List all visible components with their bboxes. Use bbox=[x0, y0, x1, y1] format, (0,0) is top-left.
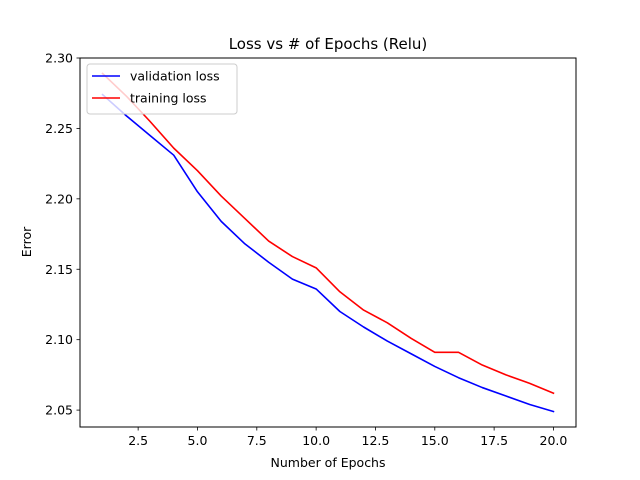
y-tick-label: 2.30 bbox=[45, 51, 73, 66]
y-axis-label: Error bbox=[19, 226, 34, 257]
x-tick-label: 7.5 bbox=[247, 433, 267, 448]
x-axis: 2.5 5.0 7.5 10.0 12.5 15.0 17.5 20.0 bbox=[128, 427, 567, 448]
x-tick-label: 12.5 bbox=[362, 433, 390, 448]
y-axis: 2.05 2.10 2.15 2.20 2.25 2.30 bbox=[45, 51, 80, 418]
x-tick-label: 15.0 bbox=[421, 433, 449, 448]
y-tick-label: 2.20 bbox=[45, 191, 73, 206]
y-tick-label: 2.25 bbox=[45, 121, 73, 136]
series-line-validation-loss bbox=[101, 93, 555, 413]
y-tick-label: 2.10 bbox=[45, 332, 73, 347]
x-axis-label: Number of Epochs bbox=[271, 455, 386, 470]
x-tick-label: 2.5 bbox=[128, 433, 148, 448]
series-line-training-loss bbox=[101, 72, 555, 395]
legend-box bbox=[86, 63, 238, 115]
x-tick-label: 10.0 bbox=[302, 433, 330, 448]
legend-entry-label: training loss bbox=[130, 91, 207, 106]
x-tick-label: 20.0 bbox=[540, 433, 568, 448]
legend: validation loss training loss bbox=[86, 63, 238, 115]
x-tick-label: 17.5 bbox=[480, 433, 508, 448]
legend-entry-label: validation loss bbox=[130, 69, 220, 84]
y-tick-label: 2.15 bbox=[45, 262, 73, 277]
x-tick-label: 5.0 bbox=[188, 433, 208, 448]
y-tick-label: 2.05 bbox=[45, 403, 73, 418]
axes-frame bbox=[79, 57, 577, 428]
chart-title: Loss vs # of Epochs (Relu) bbox=[229, 35, 428, 53]
series-lines bbox=[101, 72, 555, 413]
